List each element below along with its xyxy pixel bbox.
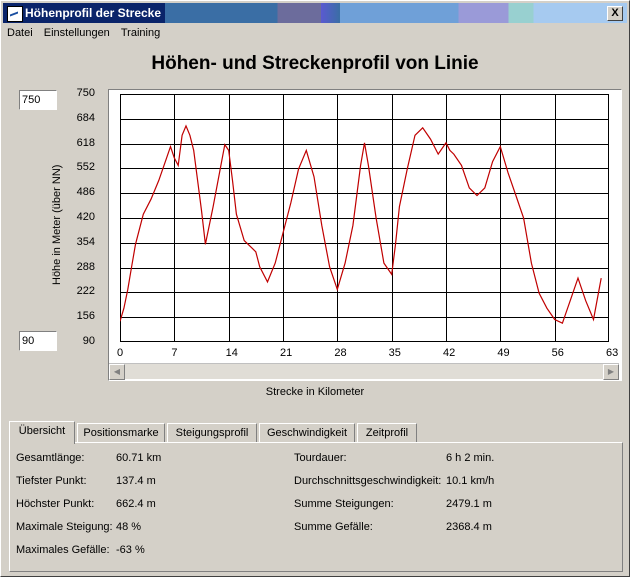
y-tick-label: 222 — [76, 285, 95, 298]
x-tick-label: 14 — [225, 347, 238, 359]
stat-value: 6 h 2 min. — [446, 452, 495, 464]
x-tick-label: 63 — [606, 347, 619, 359]
y-tick-label: 288 — [76, 260, 95, 273]
plot-border — [120, 94, 609, 342]
menu-datei[interactable]: Datei — [7, 27, 33, 39]
stat-label: Tiefster Punkt: — [16, 475, 87, 487]
stat-value: 662.4 m — [116, 498, 156, 510]
x-tick-label: 21 — [280, 347, 293, 359]
x-tick-label: 56 — [551, 347, 564, 359]
scroll-right-icon[interactable]: ▶ — [603, 364, 619, 380]
x-tick-label: 49 — [497, 347, 510, 359]
ymin-input[interactable]: 90 — [19, 331, 57, 351]
y-tick-label: 90 — [82, 335, 95, 347]
tab-geschwindigkeit[interactable]: Geschwindigkeit — [259, 423, 355, 443]
overview-panel: Gesamtlänge: 60.71 km Tiefster Punkt: 13… — [9, 442, 623, 572]
y-tick-label: 486 — [76, 186, 95, 199]
stat-value: 60.71 km — [116, 452, 162, 464]
x-tick-label: 42 — [443, 347, 456, 359]
stat-value: 137.4 m — [116, 475, 156, 487]
stat-label: Tourdauer: — [294, 452, 347, 464]
stat-value: -63 % — [116, 544, 145, 556]
x-tick-label: 7 — [171, 347, 178, 359]
horizontal-scrollbar[interactable]: ◀ ▶ — [109, 363, 619, 380]
chart-title: Höhen- und Streckenprofil von Linie — [151, 53, 479, 74]
x-tick-label: 0 — [117, 347, 124, 359]
x-axis-title: Strecke in Kilometer — [265, 386, 365, 398]
y-tick-label: 750 — [76, 87, 95, 99]
plot-frame — [108, 89, 622, 381]
x-tick-label: 28 — [334, 347, 347, 359]
tab-steigungsprofil[interactable]: Steigungsprofil — [167, 423, 257, 443]
stat-label: Durchschnittsgeschwindigkeit: — [294, 475, 442, 487]
close-button[interactable]: X — [607, 6, 623, 21]
y-tick-label: 618 — [76, 136, 95, 149]
tab-positionsmarke[interactable]: Positionsmarke — [77, 423, 165, 443]
menu-einstellungen[interactable]: Einstellungen — [43, 27, 110, 39]
window-title: Höhenprofil der Strecke — [25, 6, 162, 20]
tab-zeitprofil[interactable]: Zeitprofil — [357, 423, 417, 443]
menu-bar: Datei Einstellungen Training — [3, 25, 627, 43]
y-tick-label: 354 — [76, 235, 95, 248]
stat-value: 48 % — [116, 521, 142, 533]
y-tick-label: 420 — [76, 211, 95, 223]
stat-value: 10.1 km/h — [446, 475, 495, 487]
elevation-line — [120, 124, 602, 325]
y-tick-label: 684 — [76, 111, 95, 124]
menu-training[interactable]: Training — [120, 27, 161, 39]
y-tick-label: 552 — [76, 161, 95, 174]
title-bar[interactable]: Höhenprofil der Strecke X — [3, 3, 627, 23]
stat-value: 2368.4 m — [446, 521, 492, 533]
scroll-left-icon[interactable]: ◀ — [109, 364, 125, 380]
app-icon — [7, 6, 23, 22]
y-tick-label: 156 — [76, 310, 95, 323]
tab-uebersicht[interactable]: Übersicht — [9, 421, 75, 444]
stat-label: Höchster Punkt: — [16, 498, 95, 510]
y-tick-labels: 750 684 618 552 486 420 354 288 222 156 90 — [65, 87, 95, 349]
ymax-input[interactable]: 750 — [19, 90, 57, 110]
stat-label: Summe Gefälle: — [294, 521, 373, 533]
elevation-chart — [120, 94, 609, 342]
stat-label: Summe Steigungen: — [294, 498, 394, 510]
stat-label: Maximales Gefälle: — [16, 544, 110, 556]
stat-value: 2479.1 m — [446, 498, 492, 510]
y-axis-title: Höhe in Meter (über NN) — [51, 164, 63, 285]
x-tick-label: 35 — [388, 347, 401, 359]
stat-label: Gesamtlänge: — [16, 452, 85, 464]
stat-label: Maximale Steigung: — [16, 521, 113, 533]
x-tick-labels: 0 7 14 21 28 35 42 49 56 63 — [108, 347, 620, 361]
